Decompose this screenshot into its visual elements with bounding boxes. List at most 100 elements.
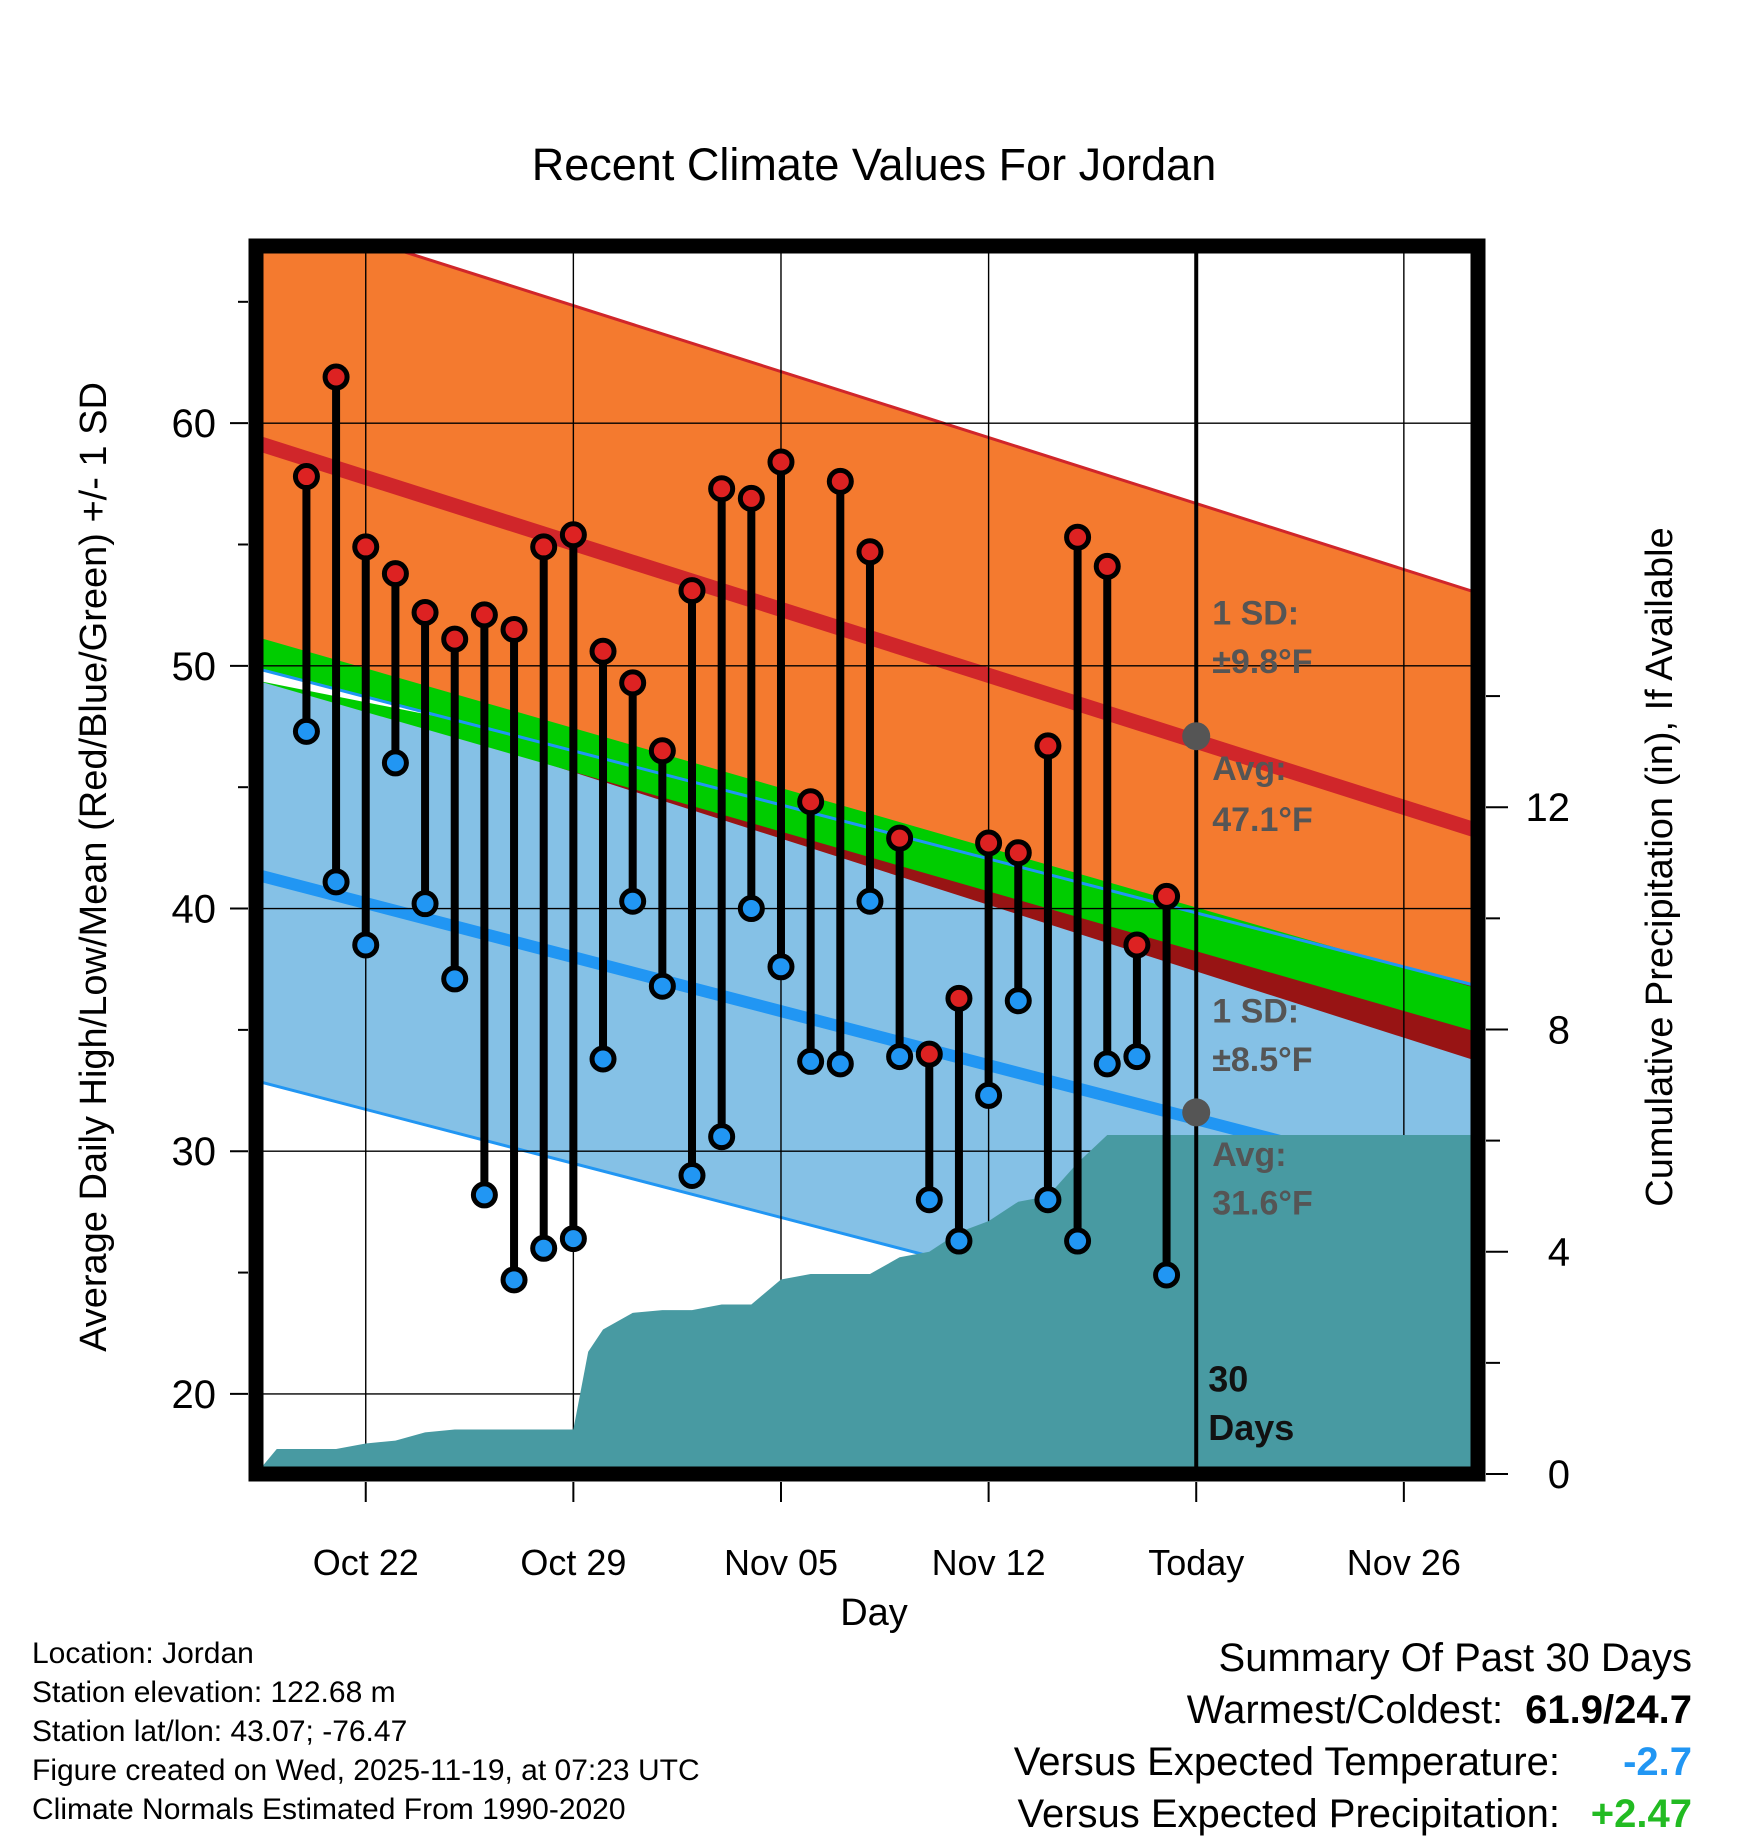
- summary-precip: Versus Expected Precipitation: +2.47: [1014, 1788, 1692, 1840]
- days-label-number: 30: [1208, 1358, 1248, 1399]
- plot-content: 1 SD: ±9.8°F Avg: 47.1°F 1 SD: ±8.5°F Avg: 31.6…: [256, 246, 1478, 1474]
- daily-low-point: [411, 890, 439, 918]
- daily-low-point: [381, 749, 409, 777]
- high-sd-label: 1 SD:: [1212, 595, 1299, 633]
- latlon-text: Station lat/lon: 43.07; -76.47: [32, 1715, 408, 1748]
- daily-low-point: [767, 953, 795, 981]
- daily-high-point: [678, 577, 706, 605]
- summary-temp: Versus Expected Temperature: -2.7: [1014, 1736, 1692, 1788]
- created-text: Figure created on Wed, 2025-11-19, at 07…: [32, 1754, 700, 1787]
- x-tick-label: Today: [1148, 1542, 1244, 1583]
- daily-low-point: [975, 1081, 1003, 1109]
- location-text: Location: Jordan: [32, 1637, 254, 1670]
- y-axis-left-label: Average Daily High/Low/Mean (Red/Blue/Gr…: [73, 382, 115, 1352]
- daily-high-point: [826, 467, 854, 495]
- daily-high-point: [589, 637, 617, 665]
- low-sd-label: 1 SD:: [1212, 993, 1299, 1031]
- daily-low-point: [322, 868, 350, 896]
- daily-high-point: [797, 788, 825, 816]
- daily-high-point: [1064, 523, 1092, 551]
- daily-high-point: [500, 615, 528, 643]
- daily-low-point: [678, 1161, 706, 1189]
- chart-title: Recent Climate Values For Jordan: [532, 139, 1216, 190]
- low-sd-value: ±8.5°F: [1212, 1041, 1312, 1079]
- x-tick-label: Nov 12: [932, 1542, 1046, 1583]
- precip-anomaly-label: Versus Expected Precipitation:: [1017, 1792, 1560, 1836]
- daily-low-point: [826, 1050, 854, 1078]
- summary-title: Summary Of Past 30 Days: [1218, 1636, 1692, 1680]
- y-axis-right-label: Cumulative Precipitation (in), If Availa…: [1639, 527, 1681, 1206]
- daily-high-point: [322, 363, 350, 391]
- avg-marker: [1182, 1098, 1211, 1127]
- y-left-tick-label: 40: [172, 888, 217, 932]
- daily-low-point: [589, 1045, 617, 1073]
- daily-high-point: [381, 560, 409, 588]
- daily-high-point: [856, 538, 884, 566]
- daily-high-point: [737, 484, 765, 512]
- daily-low-point: [292, 717, 320, 745]
- plot-border: [248, 238, 1486, 1482]
- daily-low-point: [708, 1123, 736, 1151]
- daily-high-point: [945, 984, 973, 1012]
- daily-low-point: [441, 965, 469, 993]
- daily-low-point: [1093, 1050, 1121, 1078]
- daily-high-point: [648, 737, 676, 765]
- daily-high-point: [708, 475, 736, 503]
- x-axis-label: Day: [840, 1592, 908, 1634]
- daily-high-point: [559, 521, 587, 549]
- daily-low-point: [1153, 1261, 1181, 1289]
- y-left-tick-label: 30: [172, 1130, 217, 1174]
- temp-anomaly-label: Versus Expected Temperature:: [1013, 1740, 1560, 1784]
- x-tick-label: Nov 26: [1347, 1542, 1461, 1583]
- high-avg-value: 47.1°F: [1212, 801, 1313, 839]
- daily-high-point: [352, 533, 380, 561]
- summary-panel: Summary Of Past 30 Days Warmest/Coldest:…: [1014, 1632, 1692, 1840]
- daily-low-point: [619, 887, 647, 915]
- y-right-tick-label: 8: [1548, 1008, 1570, 1052]
- y-right-tick-label: 12: [1526, 786, 1571, 830]
- daily-high-point: [1093, 552, 1121, 580]
- daily-low-point: [500, 1266, 528, 1294]
- x-tick-label: Oct 29: [520, 1542, 626, 1583]
- daily-high-point: [975, 829, 1003, 857]
- avg-marker: [1182, 722, 1211, 751]
- daily-low-point: [352, 931, 380, 959]
- y-left-tick-label: 50: [172, 645, 217, 689]
- daily-low-point: [945, 1227, 973, 1255]
- y-left-tick-label: 20: [172, 1373, 217, 1417]
- y-left-tick-label: 60: [172, 402, 217, 446]
- daily-high-point: [470, 601, 498, 629]
- daily-high-point: [915, 1040, 943, 1068]
- low-avg-label: Avg:: [1212, 1136, 1286, 1174]
- high-sd-value: ±9.8°F: [1212, 643, 1312, 681]
- daily-high-point: [411, 598, 439, 626]
- daily-low-point: [737, 895, 765, 923]
- daily-low-point: [530, 1234, 558, 1262]
- daily-low-point: [1123, 1043, 1151, 1071]
- daily-high-point: [767, 448, 795, 476]
- plot-frame: 20 30 40 50 60 0 4 8 12 Oct 22 Oct 29 Nov 05 Nov 12 T…: [172, 238, 1571, 1583]
- daily-low-point: [648, 972, 676, 1000]
- daily-high-point: [1153, 882, 1181, 910]
- daily-low-point: [797, 1047, 825, 1075]
- daily-high-point: [292, 463, 320, 491]
- daily-low-point: [886, 1043, 914, 1071]
- days-label-word: Days: [1208, 1407, 1294, 1448]
- low-avg-value: 31.6°F: [1212, 1184, 1313, 1222]
- daily-low-point: [1034, 1186, 1062, 1214]
- daily-high-point: [530, 533, 558, 561]
- normals-text: Climate Normals Estimated From 1990-2020: [32, 1793, 626, 1826]
- y-right-tick-label: 0: [1548, 1453, 1570, 1497]
- x-tick-label: Oct 22: [313, 1542, 419, 1583]
- precip-area: [256, 1135, 1478, 1474]
- temp-anomaly-value: -2.7: [1623, 1740, 1692, 1784]
- daily-low-point: [470, 1181, 498, 1209]
- daily-high-point: [1034, 732, 1062, 760]
- daily-low-point: [1064, 1227, 1092, 1255]
- high-avg-label: Avg:: [1212, 750, 1286, 788]
- daily-low-point: [856, 887, 884, 915]
- daily-low-point: [1004, 987, 1032, 1015]
- y-right-tick-label: 4: [1548, 1231, 1570, 1275]
- summary-warm-cold: Warmest/Coldest: 61.9/24.7: [1014, 1684, 1692, 1736]
